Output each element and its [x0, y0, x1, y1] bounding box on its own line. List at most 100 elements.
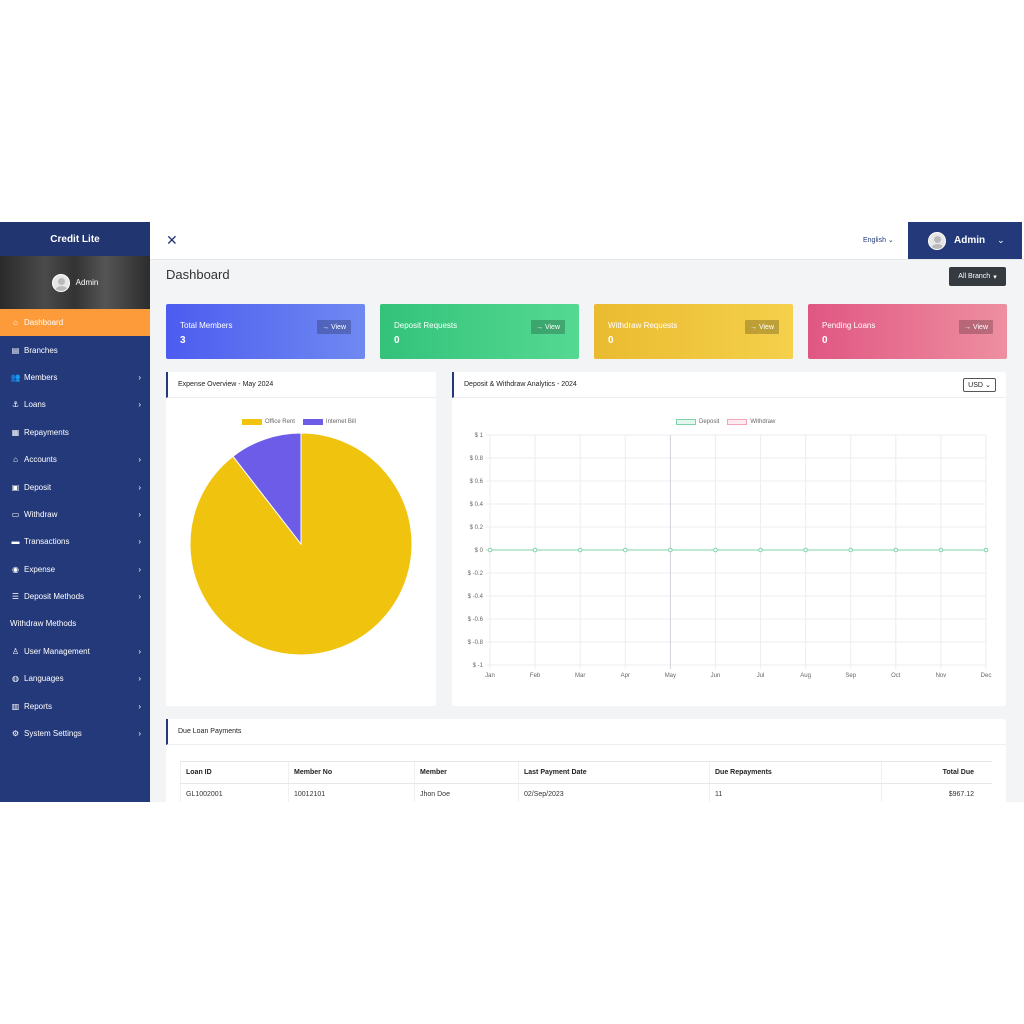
- y-tick-label: $ -0.8: [468, 640, 484, 646]
- sidebar-item-languages[interactable]: ◍ Languages ›: [0, 665, 150, 692]
- data-point: [938, 547, 944, 553]
- sidebar-item-withdraw[interactable]: ▭ Withdraw ›: [0, 501, 150, 528]
- column-header[interactable]: Due Repayments: [709, 761, 882, 784]
- arrow-right-icon: →: [963, 323, 971, 331]
- sidebar-nav: ⌂ Dashboard ▤ Branches 👥 Members › ⚓ Loans › ▦ Repa…: [0, 309, 150, 747]
- legend-item[interactable]: Withdraw: [727, 419, 775, 425]
- chevron-right-icon: ›: [138, 372, 141, 382]
- brand-logo[interactable]: Credit Lite: [0, 222, 150, 256]
- chevron-down-icon: ⌄: [984, 382, 991, 389]
- view-members-button[interactable]: → View: [316, 320, 351, 334]
- chevron-right-icon: ›: [138, 537, 141, 547]
- y-tick-label: $ 0.8: [470, 456, 484, 462]
- sidebar-item-label: Deposit Methods: [24, 592, 85, 602]
- sidebar-item-label: Withdraw: [24, 509, 58, 519]
- chevron-right-icon: ›: [138, 646, 141, 656]
- sidebar-item-branches[interactable]: ▤ Branches: [0, 336, 150, 363]
- sidebar-item-label: Dashboard: [24, 318, 64, 328]
- legend-item[interactable]: Deposit: [676, 419, 719, 425]
- table-row[interactable]: GL1002001 10012101 Jhon Doe 02/Sep/2023 11 $9…: [180, 783, 992, 802]
- admin-menu[interactable]: Admin ⌄: [908, 222, 1022, 259]
- legend-swatch: [676, 419, 696, 425]
- sidebar-item-withdraw-methods[interactable]: Withdraw Methods: [0, 610, 150, 637]
- column-header[interactable]: Member: [414, 761, 519, 784]
- sidebar-item-label: Branches: [24, 345, 58, 355]
- view-label: View: [758, 323, 774, 331]
- sidebar-item-label: Repayments: [24, 427, 69, 437]
- sidebar-item-reports[interactable]: ▥ Reports ›: [0, 692, 150, 719]
- table-cell: 02/Sep/2023: [518, 783, 710, 802]
- view-withdraw-button[interactable]: → View: [744, 320, 779, 334]
- x-tick-label: Apr: [621, 673, 630, 679]
- language-selector[interactable]: English ⌄: [863, 236, 894, 244]
- legend-item[interactable]: Office Rent: [242, 419, 295, 425]
- column-header[interactable]: Total Due: [881, 761, 992, 784]
- topbar: ✕ English ⌄ Admin ⌄: [150, 222, 1024, 260]
- sidebar-item-expense[interactable]: ◉ Expense ›: [0, 556, 150, 583]
- data-point: [668, 547, 673, 553]
- chevron-right-icon: ›: [138, 482, 141, 492]
- sidebar: Credit Lite Admin ⌂ Dashboard ▤ Branches 👥 Me…: [0, 222, 150, 802]
- x-tick-label: May: [665, 673, 676, 679]
- branch-dropdown-button[interactable]: All Branch ▾: [949, 267, 1006, 286]
- sidebar-item-transactions[interactable]: ▬ Transactions ›: [0, 528, 150, 555]
- view-loans-button[interactable]: → View: [958, 320, 993, 334]
- sidebar-item-members[interactable]: 👥 Members ›: [0, 364, 150, 391]
- building-icon: ▤: [11, 345, 20, 355]
- sidebar-item-user-management[interactable]: ♙ User Management ›: [0, 638, 150, 665]
- card-deposit-requests: Deposit Requests 0 → View: [380, 304, 579, 359]
- y-tick-label: $ 0.2: [470, 525, 484, 531]
- chevron-right-icon: ›: [138, 674, 141, 684]
- sidebar-item-dashboard[interactable]: ⌂ Dashboard: [0, 309, 150, 337]
- data-point: [622, 547, 628, 553]
- view-label: View: [544, 323, 560, 331]
- sidebar-item-label: Expense: [24, 564, 56, 574]
- table-header-row: Loan ID Member No Member Last Payment Date D…: [180, 761, 992, 784]
- sidebar-item-accounts[interactable]: ⌂ Accounts ›: [0, 446, 150, 473]
- legend-label: Office Rent: [265, 419, 295, 425]
- gear-icon: ⚙: [11, 729, 20, 739]
- panel-title: Deposit & Withdraw Analytics - 2024: [452, 372, 1006, 398]
- card-label: Withdraw Requests: [608, 321, 678, 330]
- sidebar-item-label: Withdraw Methods: [10, 619, 77, 629]
- card-value: 0: [822, 335, 828, 346]
- column-header[interactable]: Member No: [288, 761, 415, 784]
- x-tick-label: Jun: [711, 673, 721, 679]
- sidebar-item-repayments[interactable]: ▦ Repayments: [0, 419, 150, 446]
- avatar: [928, 231, 946, 250]
- y-tick-label: $ -0.6: [468, 617, 484, 623]
- branch-button-label: All Branch: [958, 273, 991, 280]
- sidebar-item-label: Languages: [24, 674, 64, 684]
- page-title: Dashboard: [166, 267, 230, 282]
- data-point: [848, 547, 854, 553]
- legend-item[interactable]: Internet Bill: [302, 419, 356, 425]
- arrow-right-icon: →: [749, 323, 757, 331]
- x-tick-label: Mar: [575, 673, 585, 679]
- legend-swatch: [242, 419, 262, 425]
- bar-chart-icon: ▥: [11, 701, 20, 711]
- close-sidebar-button[interactable]: ✕: [166, 232, 178, 248]
- y-tick-label: $ -0.2: [468, 571, 484, 577]
- data-point: [577, 547, 583, 553]
- legend-swatch: [727, 419, 748, 425]
- pie-legend: Office Rent Internet Bill: [242, 419, 356, 425]
- chevron-right-icon: ›: [138, 701, 141, 711]
- sidebar-item-system-settings[interactable]: ⚙ System Settings ›: [0, 720, 150, 747]
- table-cell: 10012101: [288, 783, 415, 802]
- data-point: [893, 547, 899, 553]
- sidebar-item-deposit[interactable]: ▣ Deposit ›: [0, 473, 150, 500]
- column-header[interactable]: Loan ID: [180, 761, 289, 784]
- view-label: View: [972, 323, 988, 331]
- table-cell: 11: [709, 783, 882, 802]
- table-cell: $967.12: [881, 783, 992, 802]
- due-loans-table: Loan ID Member No Member Last Payment Date D…: [180, 761, 992, 802]
- list-icon: ☰: [11, 592, 20, 602]
- currency-select[interactable]: USD ⌄: [963, 378, 996, 392]
- sidebar-item-deposit-methods[interactable]: ☰ Deposit Methods ›: [0, 583, 150, 610]
- column-header[interactable]: Last Payment Date: [518, 761, 710, 784]
- view-deposit-button[interactable]: → View: [530, 320, 565, 334]
- sidebar-item-loans[interactable]: ⚓ Loans ›: [0, 391, 150, 418]
- chevron-right-icon: ›: [138, 729, 141, 739]
- table-cell: GL1002001: [180, 783, 289, 802]
- y-tick-label: $ 0.4: [470, 502, 484, 508]
